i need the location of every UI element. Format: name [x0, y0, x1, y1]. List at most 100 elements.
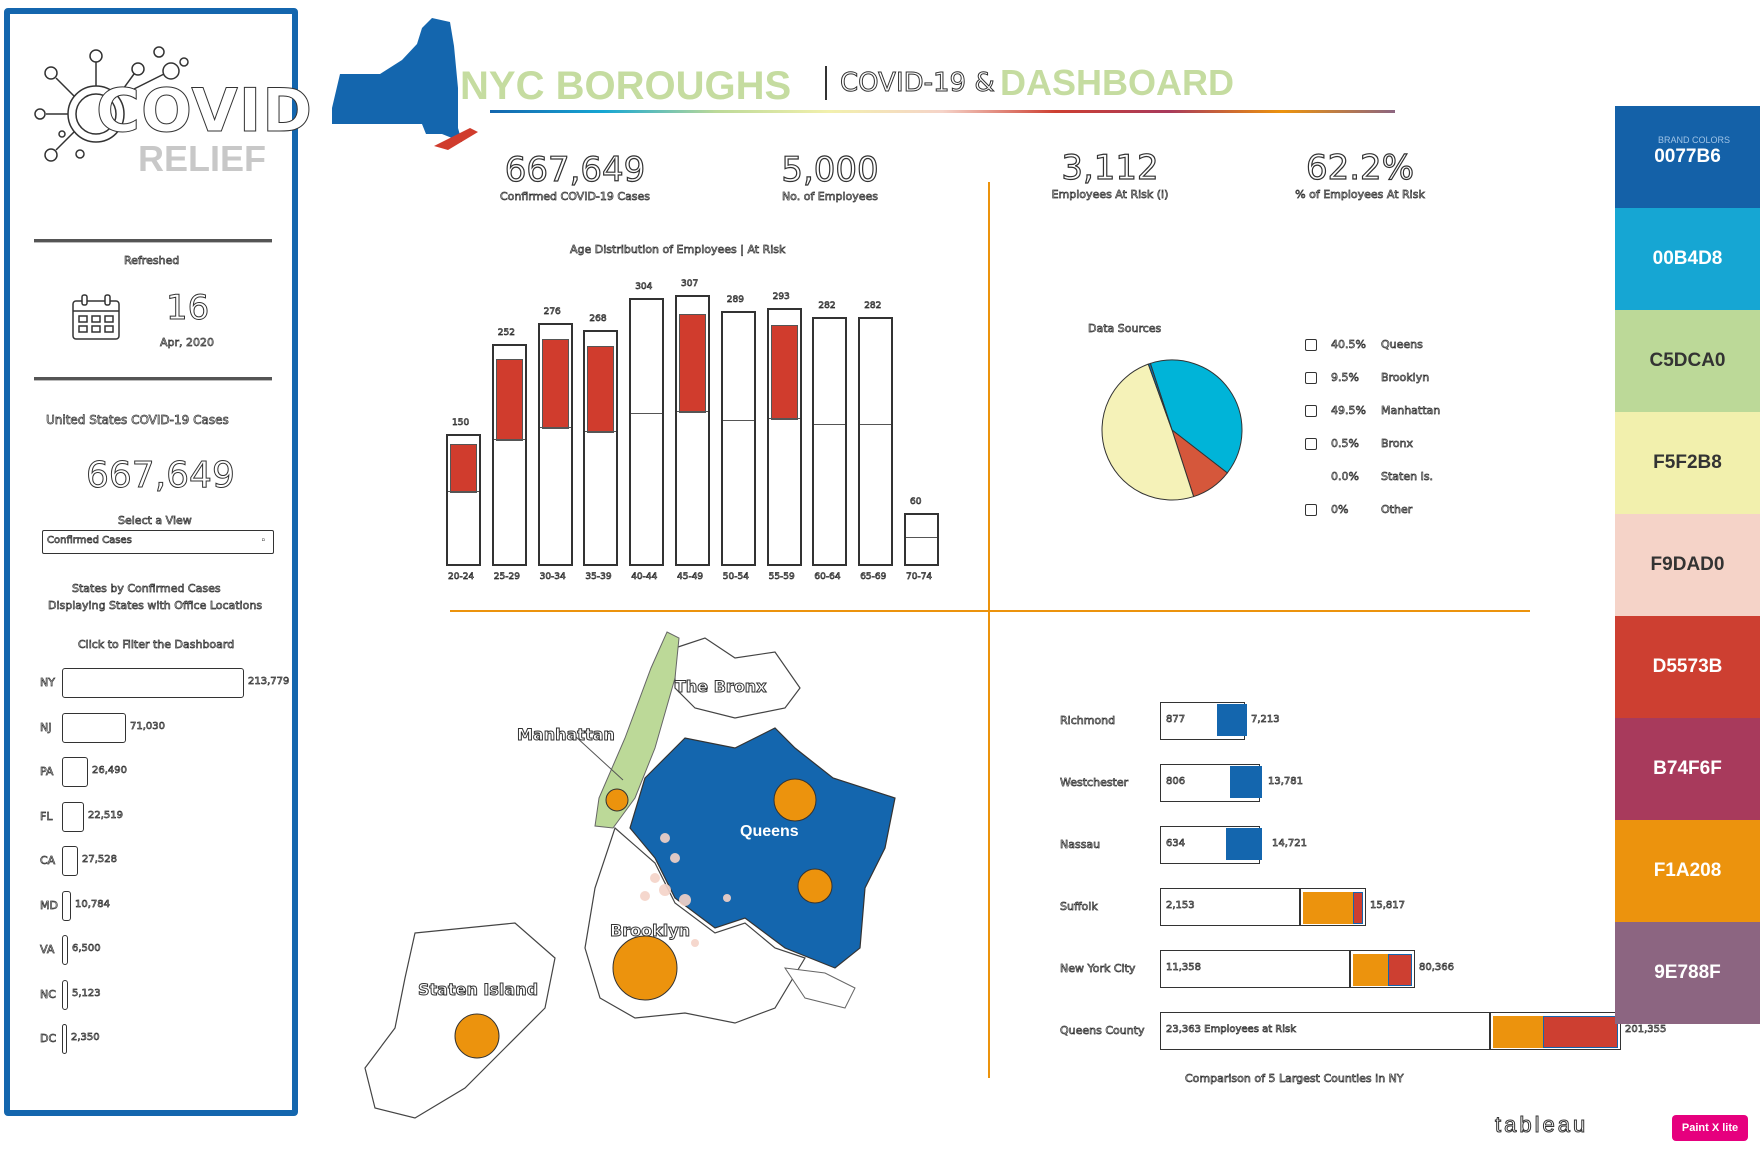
county-label: Queens County — [1060, 1024, 1145, 1038]
state-bar[interactable] — [62, 1024, 67, 1054]
bar-category-label: 65-69 — [860, 572, 887, 583]
swatch-hex: F9DAD0 — [1650, 554, 1725, 575]
bar-data-label: 282 — [818, 301, 836, 312]
bar-category-label: 45-49 — [677, 572, 704, 583]
state-bar[interactable] — [62, 801, 84, 832]
title-underline — [490, 110, 1395, 113]
vertical-divider — [988, 182, 990, 1078]
refresh-date-month: Apr, 2020 — [160, 336, 215, 350]
state-bar[interactable] — [62, 846, 78, 876]
paintx-badge[interactable]: Paint X lite — [1672, 1115, 1748, 1141]
bar-category-label: 40-44 — [631, 572, 658, 583]
pie-slice[interactable] — [1149, 359, 1243, 474]
county-bar[interactable] — [1160, 888, 1300, 926]
logo-covid-text: COVID — [96, 76, 313, 147]
state-row-nc[interactable]: NC 5,123 — [36, 979, 286, 1012]
bar-split-line — [677, 411, 708, 413]
orange-segment — [1303, 892, 1353, 924]
county-right-value: 201,355 — [1625, 1024, 1667, 1036]
kpi-label: % of Employees At Risk — [1295, 188, 1425, 202]
age-bar[interactable] — [491, 343, 527, 566]
age-bar[interactable] — [583, 329, 619, 566]
age-bar[interactable] — [537, 322, 573, 566]
at-risk-segment — [450, 443, 477, 494]
legend-checkbox[interactable] — [1305, 339, 1317, 351]
swatch-hex: F5F2B8 — [1653, 452, 1722, 473]
logo-relief-text: RELIEF — [138, 138, 267, 179]
calendar-icon — [72, 294, 120, 340]
bar-split-line — [448, 491, 479, 493]
county-left-value: 877 — [1166, 714, 1186, 726]
age-bar[interactable] — [446, 433, 481, 566]
kpi-value: 62.2% — [1305, 147, 1414, 188]
age-bar[interactable] — [766, 307, 802, 566]
orange-segment — [1493, 1016, 1543, 1048]
state-value: 71,030 — [130, 720, 166, 732]
bar-split-line — [768, 418, 800, 420]
state-row-pa[interactable]: PA 26,490 — [36, 757, 286, 789]
legend-checkbox[interactable] — [1305, 405, 1317, 417]
bar-data-label: 293 — [772, 291, 790, 302]
age-bar[interactable] — [629, 298, 665, 566]
age-bar[interactable] — [858, 317, 894, 566]
bar-data-label: 282 — [864, 301, 882, 312]
state-bar[interactable] — [62, 712, 126, 743]
orange-segment — [1353, 954, 1388, 986]
select-view-dropdown[interactable]: Confirmed Cases ▫ — [42, 530, 274, 554]
state-row-nj[interactable]: NJ 71,030 — [36, 712, 286, 745]
bar-split-line — [493, 439, 525, 441]
state-code: DC — [40, 1032, 57, 1046]
county-label: Nassau — [1060, 838, 1101, 852]
legend-name: Staten Is. — [1381, 470, 1434, 484]
county-right-value: 7,213 — [1251, 714, 1280, 726]
state-bar[interactable] — [62, 757, 88, 787]
state-bar[interactable] — [62, 668, 244, 698]
legend-checkbox[interactable] — [1305, 438, 1317, 450]
data-sources-pie — [1101, 359, 1243, 501]
legend-checkbox[interactable] — [1305, 504, 1317, 516]
county-chart-title: Comparison of 5 Largest Counties in NY — [1185, 1072, 1404, 1086]
color-swatch: C5DCA0 — [1615, 310, 1760, 412]
color-swatch: F9DAD0 — [1615, 514, 1760, 616]
title-separator — [825, 66, 827, 100]
kpi-label: No. of Employees — [781, 190, 879, 204]
state-row-dc[interactable]: DC 2,350 — [36, 1024, 286, 1056]
state-row-md[interactable]: MD 10,784 — [36, 890, 286, 923]
age-bar[interactable] — [720, 311, 756, 566]
state-bar[interactable] — [62, 935, 68, 965]
state-code: CA — [40, 854, 56, 868]
county-right-value: 15,817 — [1370, 900, 1406, 912]
age-bar[interactable] — [675, 295, 710, 566]
county-right-value: 13,781 — [1268, 776, 1304, 788]
select-view-label: Select a View — [118, 514, 192, 528]
state-row-fl[interactable]: FL 22,519 — [36, 801, 286, 834]
state-bar[interactable] — [62, 890, 71, 921]
age-bar[interactable] — [812, 317, 848, 566]
swatch-hex: 00B4D8 — [1652, 248, 1723, 269]
queens-shape — [629, 727, 896, 969]
age-chart-title: Age Distribution of Employees | At Risk — [570, 243, 786, 257]
legend-checkbox[interactable] — [1305, 372, 1317, 384]
state-code: MD — [40, 898, 59, 912]
county-bar[interactable] — [1160, 950, 1350, 988]
kpi-label: Confirmed COVID-19 Cases — [499, 190, 651, 204]
state-code: VA — [40, 943, 55, 957]
age-bar[interactable] — [904, 513, 939, 566]
state-bar[interactable] — [62, 979, 68, 1010]
state-row-ny[interactable]: NY 213,779 — [36, 668, 290, 700]
state-row-ca[interactable]: CA 27,528 — [36, 846, 286, 878]
bar-split-line — [722, 420, 754, 422]
pie-chart-title: Data Sources — [1088, 322, 1162, 336]
county-right-value: 80,366 — [1419, 962, 1455, 974]
pie-slice[interactable] — [1147, 362, 1173, 431]
state-code: NC — [40, 987, 57, 1001]
state-row-va[interactable]: VA 6,500 — [36, 935, 286, 967]
map-label-bronx: The Bronx — [675, 677, 768, 697]
color-swatch: 9E788F — [1615, 922, 1760, 1024]
state-value: 5,123 — [72, 987, 101, 999]
county-bar[interactable] — [1160, 1012, 1490, 1050]
red-segment — [1543, 1016, 1618, 1048]
map-label-staten-island: Staten Island — [417, 980, 539, 1000]
pie-slice[interactable] — [1101, 363, 1195, 501]
state-value: 6,500 — [72, 943, 101, 955]
